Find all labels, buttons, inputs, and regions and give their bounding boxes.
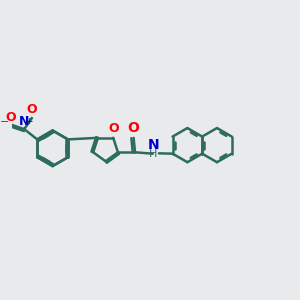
Text: H: H	[149, 149, 157, 159]
Text: N: N	[147, 138, 159, 152]
Text: +: +	[25, 117, 32, 126]
Text: O: O	[128, 121, 140, 135]
Text: N: N	[19, 115, 29, 128]
Text: O: O	[108, 122, 119, 135]
Text: −: −	[0, 117, 10, 127]
Text: O: O	[27, 103, 38, 116]
Text: O: O	[5, 111, 16, 124]
